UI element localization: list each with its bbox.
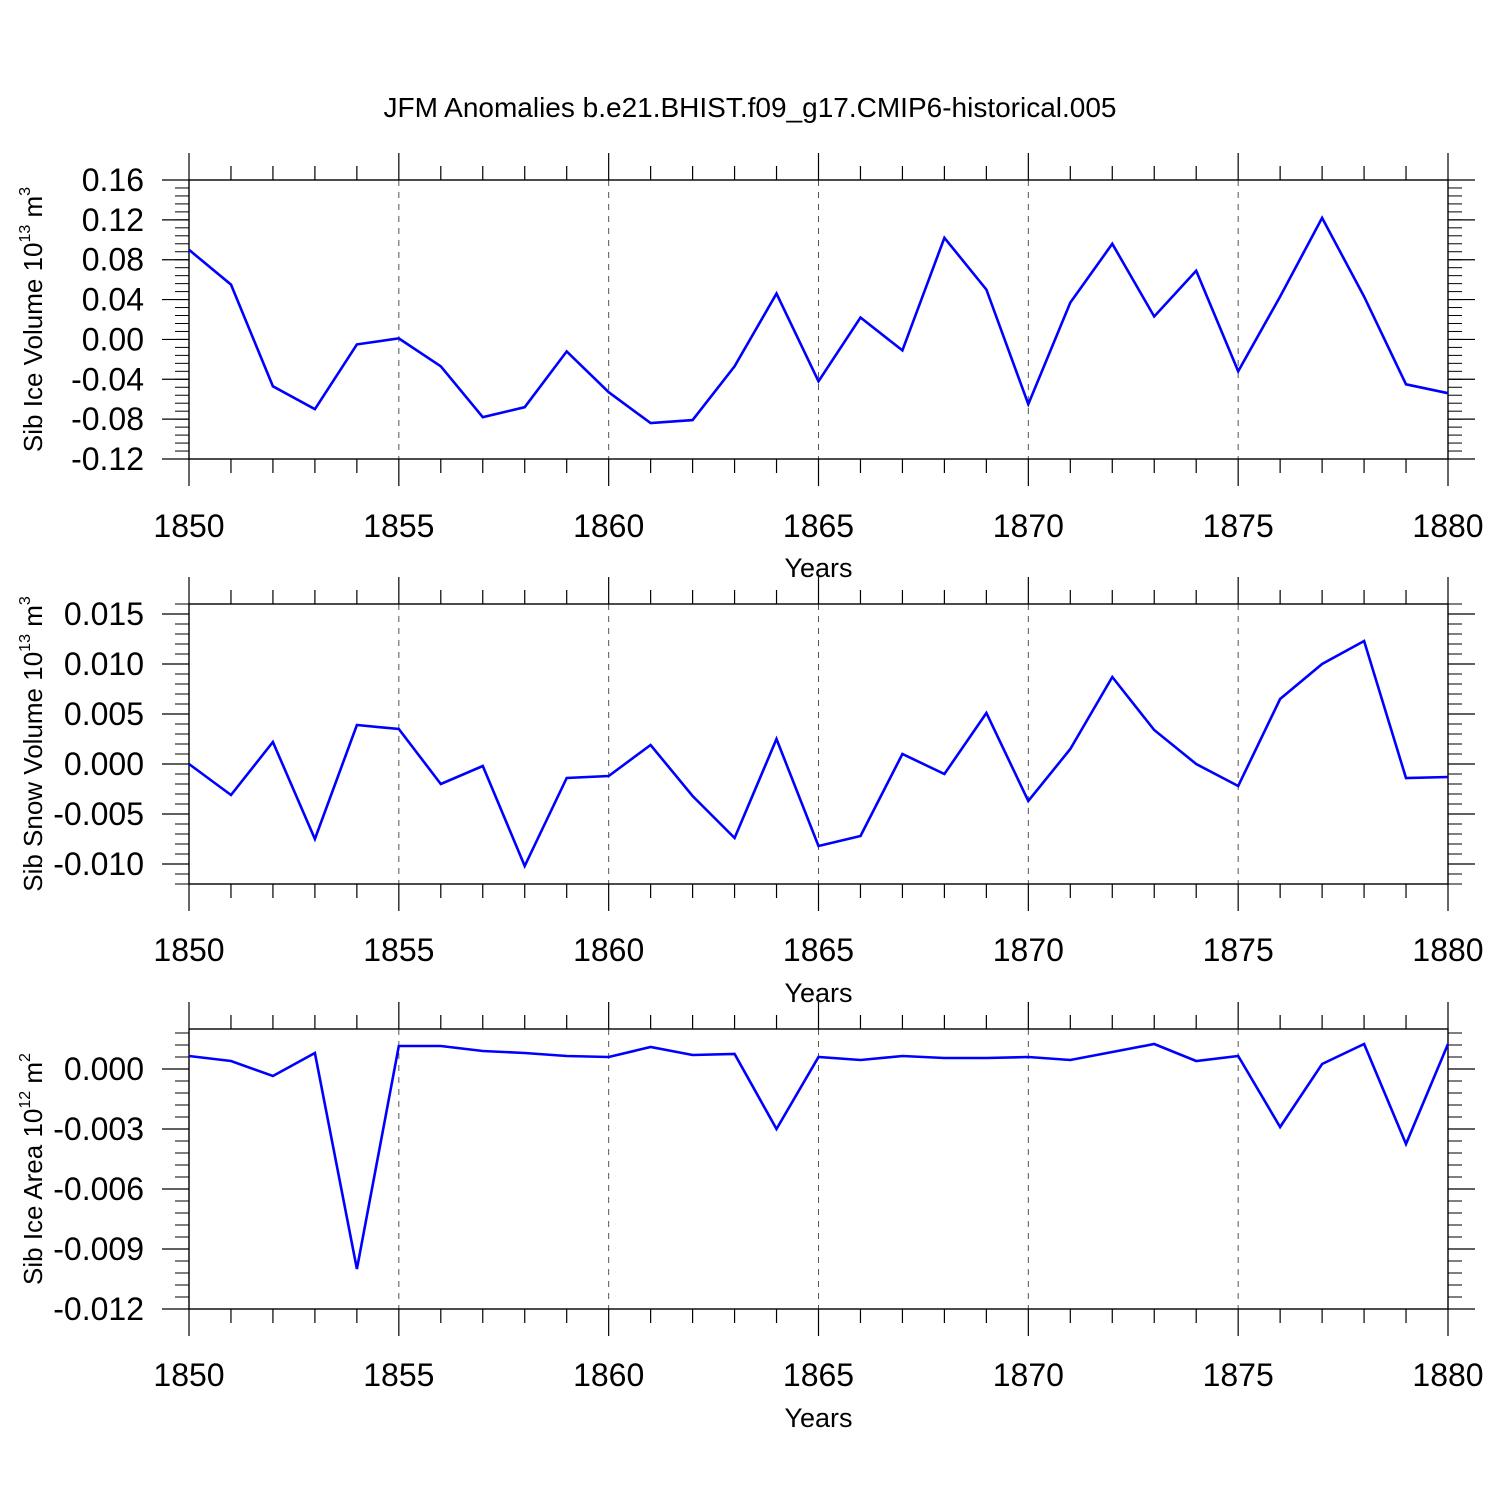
y-tick-label: 0.16 bbox=[82, 162, 144, 198]
x-tick-label: 1855 bbox=[363, 508, 434, 544]
x-tick-label: 1855 bbox=[363, 1357, 434, 1393]
y-tick-label: -0.003 bbox=[53, 1111, 144, 1147]
y-tick-label: -0.010 bbox=[53, 846, 144, 882]
y-tick-label: 0.000 bbox=[64, 746, 144, 782]
x-tick-label: 1875 bbox=[1203, 1357, 1274, 1393]
y-tick-label: 0.04 bbox=[82, 282, 144, 318]
y-axis-label: Sib Ice Volume 1013 m3 bbox=[17, 187, 48, 452]
series-line bbox=[188, 215, 1449, 425]
series-line bbox=[188, 1042, 1450, 1270]
x-tick-label: 1850 bbox=[153, 1357, 224, 1393]
y-tick-label: 0.00 bbox=[82, 321, 144, 357]
y-tick-label: 0.015 bbox=[64, 596, 144, 632]
y-tick-label: -0.005 bbox=[53, 796, 144, 832]
x-tick-label: 1860 bbox=[573, 932, 644, 968]
y-tick-label: 0.08 bbox=[82, 242, 144, 278]
y-axis-label: Sib Ice Area 1012 m2 bbox=[17, 1053, 48, 1285]
x-tick-label: 1870 bbox=[993, 1357, 1064, 1393]
x-tick-label: 1875 bbox=[1203, 508, 1274, 544]
y-tick-label: 0.005 bbox=[64, 696, 144, 732]
x-tick-label: 1880 bbox=[1412, 932, 1483, 968]
x-tick-label: 1880 bbox=[1412, 1357, 1483, 1393]
y-axis-label: Sib Snow Volume 1013 m3 bbox=[17, 596, 48, 892]
y-tick-label: -0.12 bbox=[71, 441, 144, 477]
y-tick-label: -0.08 bbox=[71, 401, 144, 437]
x-tick-label: 1860 bbox=[573, 508, 644, 544]
x-tick-label: 1865 bbox=[783, 1357, 854, 1393]
figure-title: JFM Anomalies b.e21.BHIST.f09_g17.CMIP6-… bbox=[383, 92, 1116, 123]
x-tick-label: 1850 bbox=[153, 932, 224, 968]
y-tick-label: 0.12 bbox=[82, 202, 144, 238]
x-tick-label: 1875 bbox=[1203, 932, 1274, 968]
y-tick-label: -0.04 bbox=[71, 361, 144, 397]
x-tick-label: 1870 bbox=[993, 932, 1064, 968]
x-tick-label: 1880 bbox=[1412, 508, 1483, 544]
x-tick-label: 1870 bbox=[993, 508, 1064, 544]
y-tick-label: 0.000 bbox=[64, 1051, 144, 1087]
x-tick-label: 1855 bbox=[363, 932, 434, 968]
x-tick-label: 1865 bbox=[783, 508, 854, 544]
x-tick-label: 1860 bbox=[573, 1357, 644, 1393]
y-tick-label: -0.009 bbox=[53, 1231, 144, 1267]
y-tick-label: -0.006 bbox=[53, 1171, 144, 1207]
x-tick-label: 1865 bbox=[783, 932, 854, 968]
y-tick-label: 0.010 bbox=[64, 646, 144, 682]
panel-2: 0.015 0.010 0.005 0.000 -0.005 -0.010 1850 1855… bbox=[17, 577, 1484, 1008]
x-axis-label: Years bbox=[784, 1403, 852, 1433]
y-tick-label: -0.012 bbox=[53, 1291, 144, 1327]
series-line bbox=[188, 639, 1449, 870]
x-tick-label: 1850 bbox=[153, 508, 224, 544]
